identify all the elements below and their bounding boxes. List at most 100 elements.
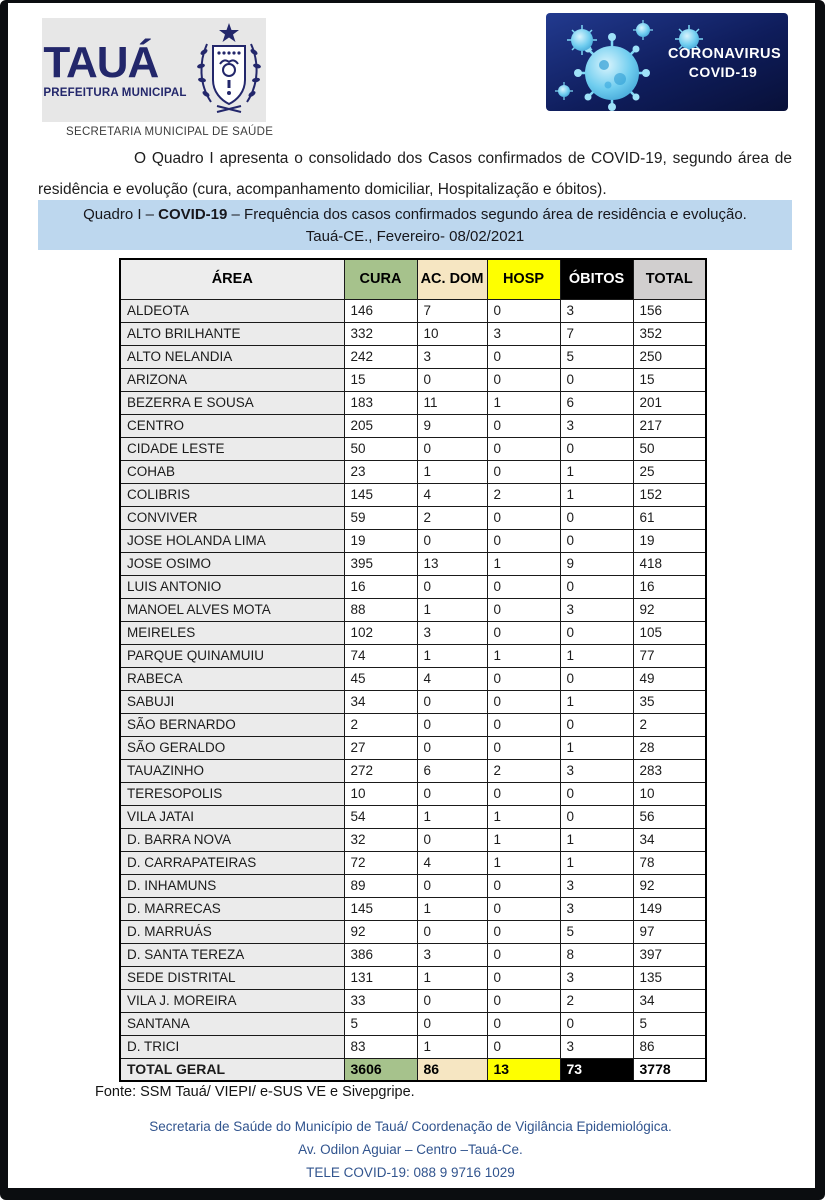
total-value-cell: 3606 bbox=[343, 1057, 418, 1082]
value-cell: 61 bbox=[632, 505, 707, 530]
table-row: RABECA 45 4 0 0 49 bbox=[119, 666, 707, 691]
value-cell: 0 bbox=[486, 367, 561, 392]
table-body: ALDEOTA 146 7 0 3 156 ALTO BRILHANTE 332 10 3 7 352… bbox=[119, 298, 707, 1082]
value-cell: 23 bbox=[343, 459, 418, 484]
value-cell: 0 bbox=[416, 528, 488, 553]
value-cell: 0 bbox=[486, 735, 561, 760]
value-cell: 59 bbox=[343, 505, 418, 530]
value-cell: 2 bbox=[343, 712, 418, 737]
total-label-cell: TOTAL GERAL bbox=[119, 1057, 345, 1082]
area-cell: ALDEOTA bbox=[119, 298, 345, 323]
value-cell: 0 bbox=[559, 528, 634, 553]
footer-line2: Av. Odilon Aguiar – Centro –Tauá-Ce. bbox=[298, 1142, 523, 1157]
value-cell: 4 bbox=[416, 666, 488, 691]
value-cell: 33 bbox=[343, 988, 418, 1013]
title-prefix: Quadro I – bbox=[83, 206, 159, 223]
value-cell: 34 bbox=[343, 689, 418, 714]
value-cell: 7 bbox=[559, 321, 634, 346]
area-cell: MEIRELES bbox=[119, 620, 345, 645]
value-cell: 0 bbox=[559, 1011, 634, 1036]
column-header-acdom: AC. DOM bbox=[416, 258, 488, 300]
value-cell: 0 bbox=[559, 505, 634, 530]
area-cell: SÃO GERALDO bbox=[119, 735, 345, 760]
total-value-cell: 73 bbox=[559, 1057, 634, 1082]
value-cell: 16 bbox=[343, 574, 418, 599]
value-cell: 131 bbox=[343, 965, 418, 990]
table-row: CONVIVER 59 2 0 0 61 bbox=[119, 505, 707, 530]
value-cell: 0 bbox=[559, 574, 634, 599]
value-cell: 0 bbox=[416, 873, 488, 898]
value-cell: 0 bbox=[486, 666, 561, 691]
value-cell: 5 bbox=[343, 1011, 418, 1036]
virus-illustration-icon bbox=[546, 13, 788, 111]
value-cell: 0 bbox=[559, 804, 634, 829]
value-cell: 1 bbox=[559, 482, 634, 507]
area-cell: BEZERRA E SOUSA bbox=[119, 390, 345, 415]
area-cell: PARQUE QUINAMUIU bbox=[119, 643, 345, 668]
area-cell: COLIBRIS bbox=[119, 482, 345, 507]
value-cell: 0 bbox=[559, 666, 634, 691]
value-cell: 145 bbox=[343, 482, 418, 507]
value-cell: 32 bbox=[343, 827, 418, 852]
value-cell: 1 bbox=[486, 643, 561, 668]
value-cell: 3 bbox=[559, 413, 634, 438]
area-cell: ALTO BRILHANTE bbox=[119, 321, 345, 346]
value-cell: 8 bbox=[559, 942, 634, 967]
area-cell: SEDE DISTRITAL bbox=[119, 965, 345, 990]
table-row: VILA J. MOREIRA 33 0 0 2 34 bbox=[119, 988, 707, 1013]
table-row: ALDEOTA 146 7 0 3 156 bbox=[119, 298, 707, 323]
table-row: ALTO NELANDIA 242 3 0 5 250 bbox=[119, 344, 707, 369]
table-row: D. MARRUÁS 92 0 0 5 97 bbox=[119, 919, 707, 944]
value-cell: 217 bbox=[632, 413, 707, 438]
table-row: JOSE OSIMO 395 13 1 9 418 bbox=[119, 551, 707, 576]
title-suffix: – Frequência dos casos confirmados segun… bbox=[227, 206, 747, 223]
area-cell: CENTRO bbox=[119, 413, 345, 438]
table-row: D. MARRECAS 145 1 0 3 149 bbox=[119, 896, 707, 921]
value-cell: 83 bbox=[343, 1034, 418, 1059]
value-cell: 3 bbox=[559, 965, 634, 990]
value-cell: 15 bbox=[632, 367, 707, 392]
table-row: D. BARRA NOVA 32 0 1 1 34 bbox=[119, 827, 707, 852]
value-cell: 0 bbox=[486, 505, 561, 530]
area-cell: CIDADE LESTE bbox=[119, 436, 345, 461]
table-row: CENTRO 205 9 0 3 217 bbox=[119, 413, 707, 438]
area-cell: TERESOPOLIS bbox=[119, 781, 345, 806]
banner-subtitle: COVID-19 bbox=[688, 64, 758, 80]
area-cell: D. SANTA TEREZA bbox=[119, 942, 345, 967]
value-cell: 2 bbox=[486, 482, 561, 507]
value-cell: 0 bbox=[486, 620, 561, 645]
covid-cases-table: ÁREA CURA AC. DOM HOSP ÓBITOS TOTAL ALDEOTA 14… bbox=[119, 258, 707, 1082]
column-header-cura: CURA bbox=[343, 258, 418, 300]
value-cell: 102 bbox=[343, 620, 418, 645]
value-cell: 0 bbox=[486, 712, 561, 737]
footer-line1: Secretaria de Saúde do Município de Tauá… bbox=[149, 1119, 672, 1134]
value-cell: 0 bbox=[416, 919, 488, 944]
value-cell: 2 bbox=[632, 712, 707, 737]
value-cell: 1 bbox=[486, 804, 561, 829]
value-cell: 86 bbox=[632, 1034, 707, 1059]
value-cell: 28 bbox=[632, 735, 707, 760]
value-cell: 205 bbox=[343, 413, 418, 438]
table-row: SÃO BERNARDO 2 0 0 0 2 bbox=[119, 712, 707, 737]
value-cell: 89 bbox=[343, 873, 418, 898]
value-cell: 92 bbox=[632, 597, 707, 622]
table-title-line1: Quadro I – COVID-19 – Frequência dos cas… bbox=[38, 204, 792, 226]
value-cell: 5 bbox=[559, 344, 634, 369]
value-cell: 1 bbox=[559, 689, 634, 714]
value-cell: 3 bbox=[559, 298, 634, 323]
value-cell: 418 bbox=[632, 551, 707, 576]
table-header-row: ÁREA CURA AC. DOM HOSP ÓBITOS TOTAL bbox=[119, 258, 707, 300]
value-cell: 0 bbox=[416, 988, 488, 1013]
table-row: COHAB 23 1 0 1 25 bbox=[119, 459, 707, 484]
value-cell: 1 bbox=[559, 735, 634, 760]
area-cell: SABUJI bbox=[119, 689, 345, 714]
value-cell: 0 bbox=[486, 919, 561, 944]
value-cell: 1 bbox=[416, 597, 488, 622]
value-cell: 6 bbox=[416, 758, 488, 783]
table-row: SEDE DISTRITAL 131 1 0 3 135 bbox=[119, 965, 707, 990]
value-cell: 45 bbox=[343, 666, 418, 691]
value-cell: 3 bbox=[559, 1034, 634, 1059]
value-cell: 9 bbox=[559, 551, 634, 576]
value-cell: 77 bbox=[632, 643, 707, 668]
value-cell: 6 bbox=[559, 390, 634, 415]
